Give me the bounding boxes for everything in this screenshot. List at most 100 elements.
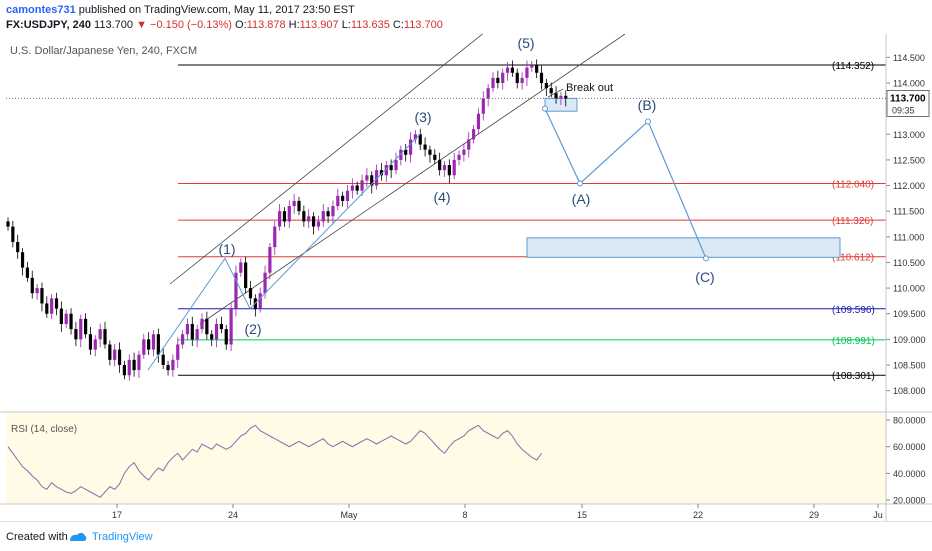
ohlc-line: FX:USDJPY, 240 113.700 ▼ −0.150 (−0.13%)…: [6, 19, 443, 31]
rsi-pane-background: [6, 412, 886, 504]
candle-body: [539, 72, 544, 84]
level-label: (109.596): [832, 305, 875, 316]
symbol-label: FX:USDJPY, 240: [6, 19, 91, 31]
candle-body: [185, 323, 190, 335]
candle-body: [559, 95, 563, 99]
candle-body: [408, 139, 413, 155]
candle-body: [45, 303, 49, 314]
candle-body: [428, 149, 432, 155]
time-tick-label: 17: [112, 510, 122, 520]
tradingview-brand[interactable]: TradingView: [92, 531, 153, 543]
candle-body: [176, 344, 180, 360]
level-label: (108.991): [832, 336, 875, 347]
trend-channel[interactable]: [169, 34, 626, 325]
wave-label: (B): [638, 97, 657, 113]
price-tick-label: 112.500: [893, 155, 925, 165]
candle-body: [98, 329, 102, 340]
candle-body: [472, 129, 476, 140]
candle-body: [341, 195, 345, 201]
created-with-label: Created with: [6, 531, 68, 543]
candle-body: [195, 329, 199, 340]
candle-body: [462, 149, 466, 155]
candle-body: [224, 329, 228, 345]
breakout-pointer: [547, 88, 564, 98]
candle-body: [278, 211, 282, 227]
candle-body: [394, 159, 398, 171]
time-tick-label: 24: [228, 510, 238, 520]
candle-body: [6, 221, 10, 227]
candle-body: [418, 134, 422, 145]
open-label: O:: [235, 19, 247, 31]
candle-body: [93, 339, 97, 350]
candle-body: [399, 149, 403, 160]
candle-body: [151, 334, 156, 350]
candle-body: [54, 298, 59, 309]
price-chart[interactable]: (114.352) (112.040) (111.326) (110.612) (109…: [0, 34, 932, 521]
candle-body: [84, 318, 88, 335]
wave-label: (2): [244, 321, 261, 337]
candle-body: [302, 211, 306, 222]
author-link[interactable]: camontes731: [6, 4, 76, 16]
candle-body: [16, 241, 20, 253]
candle-body: [282, 211, 287, 222]
time-tick-label: Ju: [873, 510, 883, 520]
change-value: −0.150 (−0.13%): [150, 19, 232, 31]
candle-body: [496, 77, 500, 84]
level-label: (111.326): [832, 216, 873, 227]
candle-body: [88, 334, 93, 350]
price-axis[interactable]: 114.500114.000113.500113.000112.500112.0…: [6, 34, 930, 521]
candle-body: [137, 354, 141, 371]
abc-projection[interactable]: [147, 105, 709, 371]
candle-body: [20, 252, 25, 268]
breakout-annotation: Break out: [566, 82, 613, 94]
rsi-label: RSI (14, close): [11, 424, 77, 435]
price-tick-label: 114.000: [893, 79, 925, 89]
price-tick-label: 110.500: [893, 258, 925, 268]
candle-body: [248, 288, 253, 299]
chart-title: U.S. Dollar/Japanese Yen, 240, FXCM: [10, 45, 197, 57]
rsi-pane: 80.0000 60.0000 40.0000 20.0000: [0, 411, 932, 506]
rsi-tick-label: 40.0000: [893, 469, 926, 479]
published-text: published on TradingView.com, May 11, 20…: [78, 4, 355, 16]
price-tick-label: 113.000: [893, 130, 925, 140]
candle-body: [326, 211, 330, 217]
time-axis[interactable]: 17 24 May 8 15 22 29 Ju: [0, 503, 932, 520]
candle-body: [205, 318, 209, 335]
projection-path: [544, 108, 707, 259]
price-tick-label: 111.000: [893, 232, 924, 242]
candle-body: [520, 77, 524, 84]
candle-body: [365, 175, 369, 181]
current-price-label: 113.700: [890, 93, 926, 104]
wave-three-path: [249, 133, 421, 309]
price-tick-label: 108.500: [893, 360, 926, 370]
candle-body: [258, 293, 262, 309]
last-price: 113.700: [94, 19, 133, 31]
level-label: (110.612): [832, 253, 874, 264]
candle-body: [530, 65, 534, 68]
candle-body: [389, 165, 393, 171]
candle-body: [442, 165, 447, 171]
wave-label: (1): [218, 241, 235, 257]
candle-body: [438, 159, 442, 171]
candle-body: [142, 339, 146, 355]
wave-label: (A): [572, 191, 591, 207]
wave-one-two-path: [147, 257, 251, 371]
candle-body: [219, 323, 223, 330]
candle-body: [486, 88, 490, 99]
candle-body: [467, 139, 471, 150]
rsi-tick-label: 20.0000: [893, 496, 926, 506]
change-down-icon: ▼: [136, 19, 147, 31]
candle-body: [113, 349, 117, 360]
candle-body: [234, 272, 238, 309]
candle-body: [307, 216, 311, 222]
candle-body: [40, 288, 44, 304]
high-label: H:: [288, 19, 300, 31]
candle-body: [25, 267, 29, 278]
candle-body: [544, 83, 548, 89]
candle-body: [69, 313, 73, 330]
candle-body: [297, 200, 301, 212]
candle-body: [117, 349, 122, 365]
candle-body: [287, 206, 291, 222]
candle-body: [336, 195, 340, 207]
time-tick-label: 15: [577, 510, 587, 520]
